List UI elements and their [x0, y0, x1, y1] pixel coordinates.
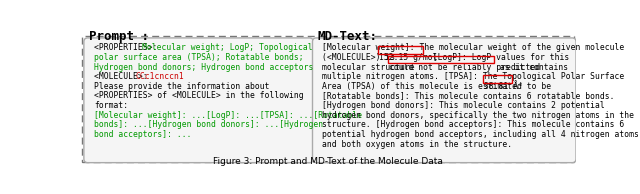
Text: molecular structure: molecular structure: [322, 62, 419, 72]
Text: could not be reliably predicted: could not be reliably predicted: [389, 62, 540, 72]
Text: [Hydrogen bond donors]: This molecule contains 2 potential: [Hydrogen bond donors]: This molecule co…: [322, 101, 605, 110]
Text: Figure 3: Prompt and MD-Text of the Molecule Data: Figure 3: Prompt and MD-Text of the Mole…: [213, 157, 443, 166]
Text: Area (TPSA) of this molecule is estimated to be: Area (TPSA) of this molecule is estimate…: [322, 82, 556, 91]
Text: [Molecular weight]: The molecular weight of the given molecule: [Molecular weight]: The molecular weight…: [322, 43, 624, 52]
Bar: [483, 75, 511, 83]
Text: (<MOLECULE>) is: (<MOLECULE>) is: [322, 53, 400, 62]
Text: 152.15 g/mol: 152.15 g/mol: [379, 53, 438, 62]
Text: <MOLECULE>:: <MOLECULE>:: [94, 72, 152, 81]
Text: [Molecular weight]: ...[LogP]: ...[TPSA]: ...[Rotatable: [Molecular weight]: ...[LogP]: ...[TPSA]…: [94, 111, 362, 120]
Text: <PROPERTIES> of <MOLECULE> in the following: <PROPERTIES> of <MOLECULE> in the follow…: [94, 91, 303, 100]
Text: <PROPERTIES>:: <PROPERTIES>:: [94, 43, 162, 52]
Text: CCc1cnccn1: CCc1cnccn1: [136, 72, 184, 81]
Bar: [388, 56, 494, 63]
Text: and both oxygen atoms in the structure.: and both oxygen atoms in the structure.: [322, 139, 512, 149]
Text: [LogP]: LogP values for this: [LogP]: LogP values for this: [423, 53, 570, 62]
Text: multiple nitrogen atoms. [TPSA]: The Topological Polar Surface: multiple nitrogen atoms. [TPSA]: The Top…: [322, 72, 624, 81]
Text: polar surface area (TPSA); Rotatable bonds;: polar surface area (TPSA); Rotatable bon…: [94, 53, 303, 62]
FancyBboxPatch shape: [84, 38, 313, 163]
Text: potential hydrogen bond acceptors, including all 4 nitrogen atoms: potential hydrogen bond acceptors, inclu…: [322, 130, 639, 139]
Text: MD-Text:: MD-Text:: [318, 30, 378, 43]
Text: structure. [Hydrogen bond acceptors]: This molecule contains 6: structure. [Hydrogen bond acceptors]: Th…: [322, 120, 624, 129]
Text: format:: format:: [94, 101, 128, 110]
Text: as it contains: as it contains: [495, 62, 568, 72]
Text: Prompt :: Prompt :: [90, 30, 149, 43]
Text: bond acceptors]: ...: bond acceptors]: ...: [94, 130, 191, 139]
Text: bonds]: ...[Hydrogen bond donors]: ...[Hydrogen: bonds]: ...[Hydrogen bond donors]: ...[H…: [94, 120, 323, 129]
Bar: [378, 46, 422, 54]
FancyBboxPatch shape: [312, 38, 576, 163]
Text: Molecular weight; LogP; Topological: Molecular weight; LogP; Topological: [142, 43, 312, 52]
Text: hydrogen bond donors, specifically the two nitrogen atoms in the: hydrogen bond donors, specifically the t…: [322, 111, 634, 120]
Text: [Rotatable bonds]: This molecule contains 6 rotatable bonds.: [Rotatable bonds]: This molecule contain…: [322, 91, 614, 100]
Text: Please provide the information about: Please provide the information about: [94, 82, 269, 91]
Text: 38.81 Å²: 38.81 Å²: [484, 82, 523, 91]
Text: Hydrogen bond donors; Hydrogen bond acceptors: Hydrogen bond donors; Hydrogen bond acce…: [94, 62, 314, 72]
